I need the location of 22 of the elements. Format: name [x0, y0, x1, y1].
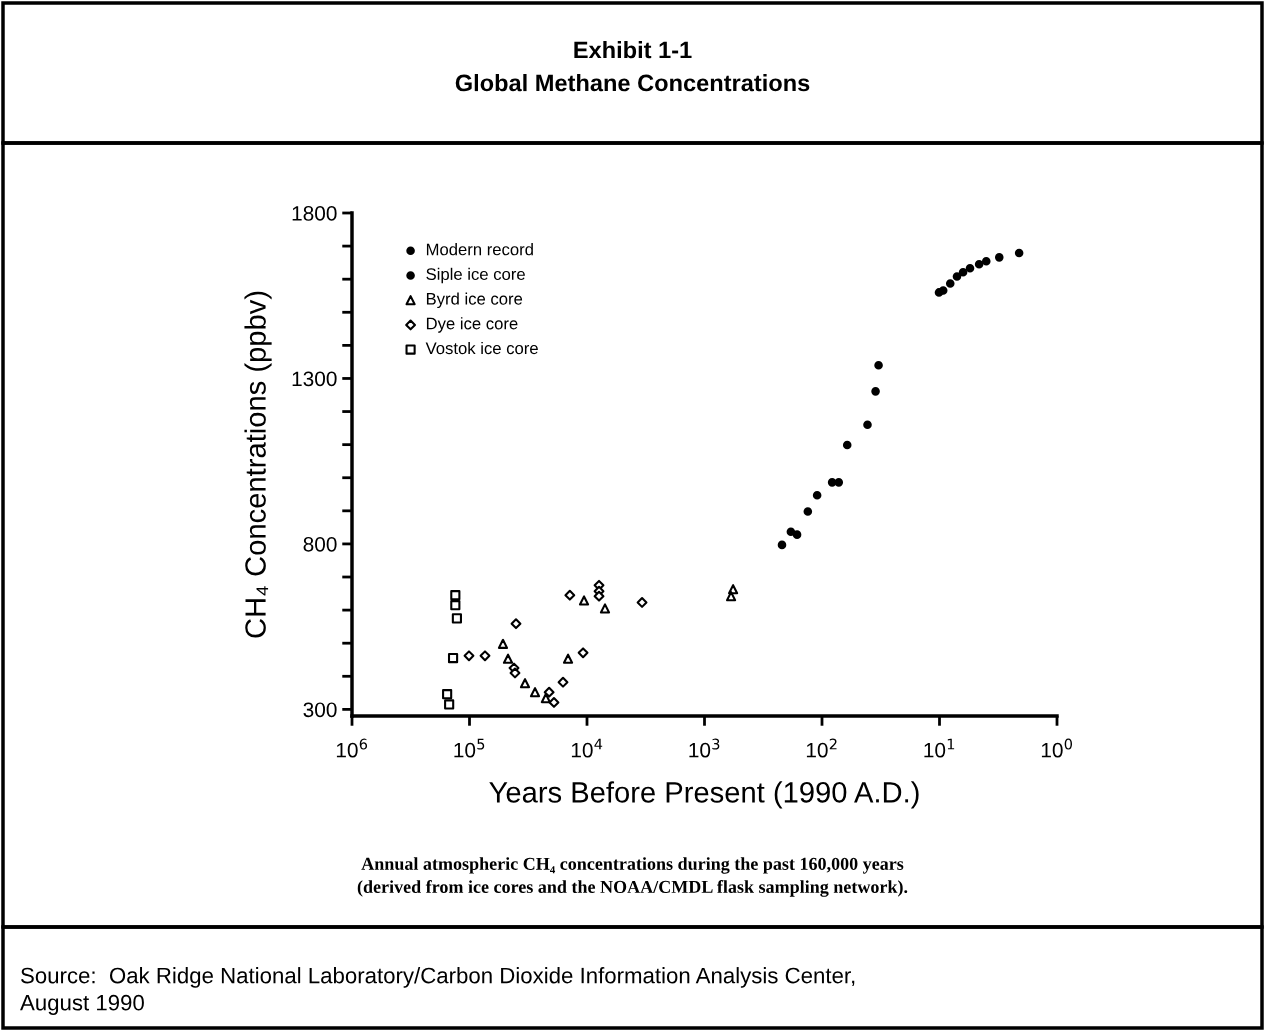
y-axis-title: CH₄ Concentrations (ppbv) — [244, 291, 272, 638]
x-tick-label: 10$^{5}$ — [454, 738, 485, 758]
legend-label: Modern record — [426, 243, 533, 256]
x-axis-title: Years Before Present (1990 A.D.) — [489, 781, 919, 809]
chart-title: Exhibit 1-1 — [574, 41, 692, 59]
y-tick-label: 1300 — [292, 371, 337, 387]
legend-label: Byrd ice core — [426, 292, 523, 309]
y-tick-label: 800 — [303, 536, 337, 552]
legend-label: Dye ice core — [426, 317, 518, 333]
text: Annual atmospheric CH₄ concentrations during the past 160,000 years (derived from ice cores and the NOAA/CMDL flask sampling network). — [357, 857, 908, 897]
x-tick-label: 10$^{3}$ — [689, 738, 720, 758]
source-note: Source: Oak Ridge National Laboratory/Carbon Dioxide Information Analysis Center, August 1990 — [20, 967, 855, 1015]
chart-subtitle: Global Methane Concentrations — [455, 74, 810, 92]
y-tick-label: 300 — [303, 702, 337, 718]
legend-label: Vostok ice core — [425, 341, 538, 355]
legend-label: Siple ice core — [426, 267, 525, 284]
y-tick-label: 1800 — [292, 206, 337, 221]
x-tick-label: 10$^{6}$ — [336, 738, 368, 758]
x-tick-label: 10$^{4}$ — [571, 738, 603, 758]
x-tick-label: 10$^{0}$ — [1041, 738, 1073, 758]
x-tick-label: 10$^{2}$ — [806, 738, 837, 758]
x-tick-label: 10$^{1}$ — [924, 738, 955, 758]
